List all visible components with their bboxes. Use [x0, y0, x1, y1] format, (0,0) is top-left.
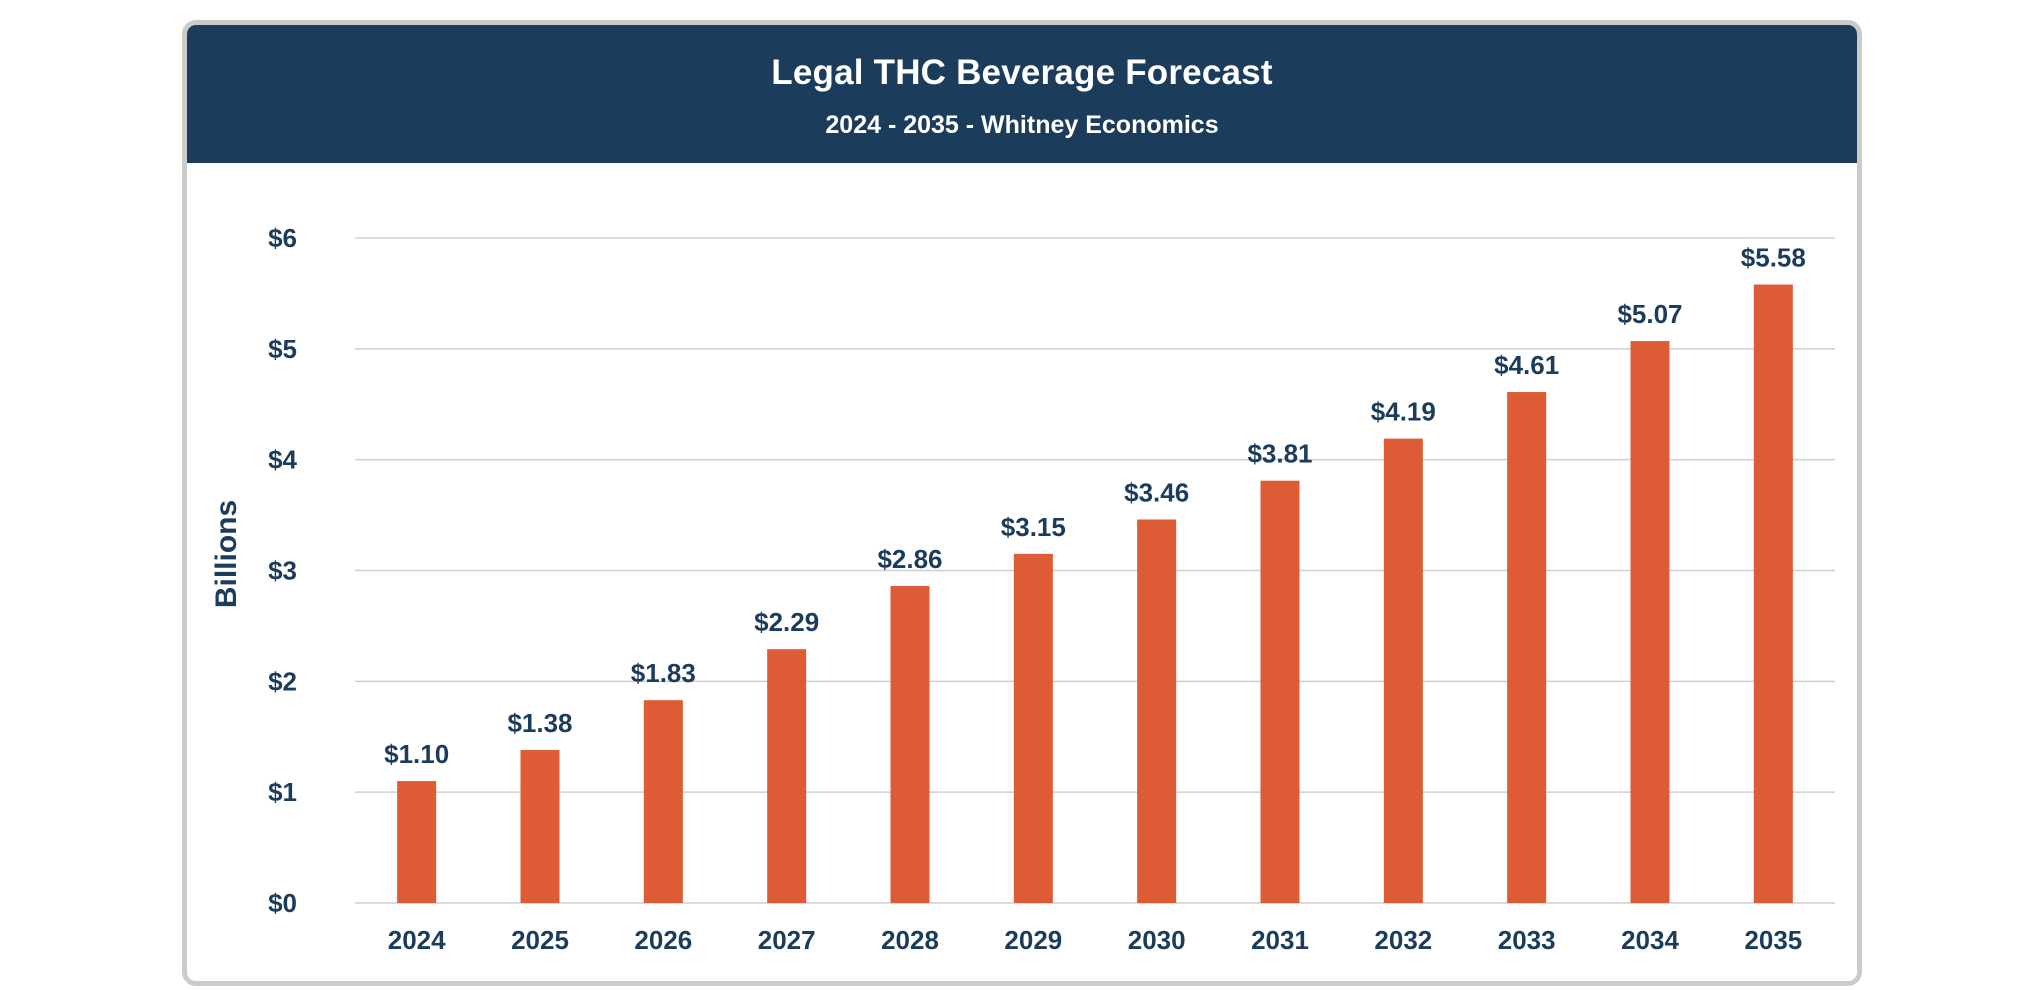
x-tick-label: 2033: [1498, 925, 1556, 955]
bar: [1013, 553, 1053, 903]
x-tick-label: 2025: [511, 925, 569, 955]
x-tick-label: 2030: [1128, 925, 1186, 955]
bar: [1630, 341, 1670, 903]
y-tick-label: $6: [268, 223, 297, 253]
value-label: $5.07: [1617, 299, 1682, 329]
x-axis-ticks: 2024 2025 2026 2027 2028 2029 2030 2031 2032 2033…: [388, 925, 1803, 955]
value-label: $3.46: [1124, 478, 1189, 508]
x-tick-label: 2029: [1004, 925, 1062, 955]
x-tick-label: 2031: [1251, 925, 1309, 955]
bar: [520, 750, 560, 903]
value-label: $3.81: [1247, 439, 1312, 469]
value-labels: $1.10 $1.38 $1.83 $2.29 $2.86 $3.15 $3.46 $3.81…: [384, 243, 1806, 770]
y-tick-label: $2: [268, 666, 297, 696]
x-tick-label: 2035: [1744, 925, 1802, 955]
value-label: $1.10: [384, 739, 449, 769]
y-tick-label: $0: [268, 888, 297, 918]
x-tick-label: 2032: [1374, 925, 1432, 955]
value-label: $5.58: [1741, 243, 1806, 273]
value-label: $2.29: [754, 607, 819, 637]
value-label: $1.83: [631, 658, 696, 688]
bar: [1507, 392, 1547, 903]
bar: [1753, 284, 1793, 903]
value-label: $4.61: [1494, 350, 1559, 380]
bar: [643, 700, 683, 903]
bar: [1260, 480, 1300, 903]
bar: [1383, 438, 1423, 903]
y-axis-title: Billions: [210, 500, 243, 608]
value-label: $1.38: [507, 708, 572, 738]
chart-title: Legal THC Beverage Forecast: [771, 53, 1273, 92]
value-label: $2.86: [877, 544, 942, 574]
value-label: $3.15: [1001, 512, 1066, 542]
x-tick-label: 2034: [1621, 925, 1679, 955]
y-tick-label: $1: [268, 777, 297, 807]
chart-subtitle: 2024 - 2035 - Whitney Economics: [825, 111, 1219, 139]
value-label: $4.19: [1371, 397, 1436, 427]
bar: [890, 586, 930, 903]
bar: [397, 781, 437, 903]
bar: [1137, 519, 1177, 903]
bars: [397, 284, 1793, 903]
y-axis-ticks: $0 $1 $2 $3 $4 $5 $6: [268, 223, 297, 918]
y-tick-label: $5: [268, 334, 297, 364]
x-tick-label: 2027: [758, 925, 816, 955]
x-tick-label: 2026: [634, 925, 692, 955]
x-tick-label: 2024: [388, 925, 446, 955]
gridlines: [355, 237, 1835, 904]
y-tick-label: $3: [268, 556, 297, 586]
bar: [767, 649, 807, 903]
chart-header: Legal THC Beverage Forecast 2024 - 2035 …: [187, 25, 1857, 163]
y-tick-label: $4: [268, 445, 297, 475]
x-tick-label: 2028: [881, 925, 939, 955]
